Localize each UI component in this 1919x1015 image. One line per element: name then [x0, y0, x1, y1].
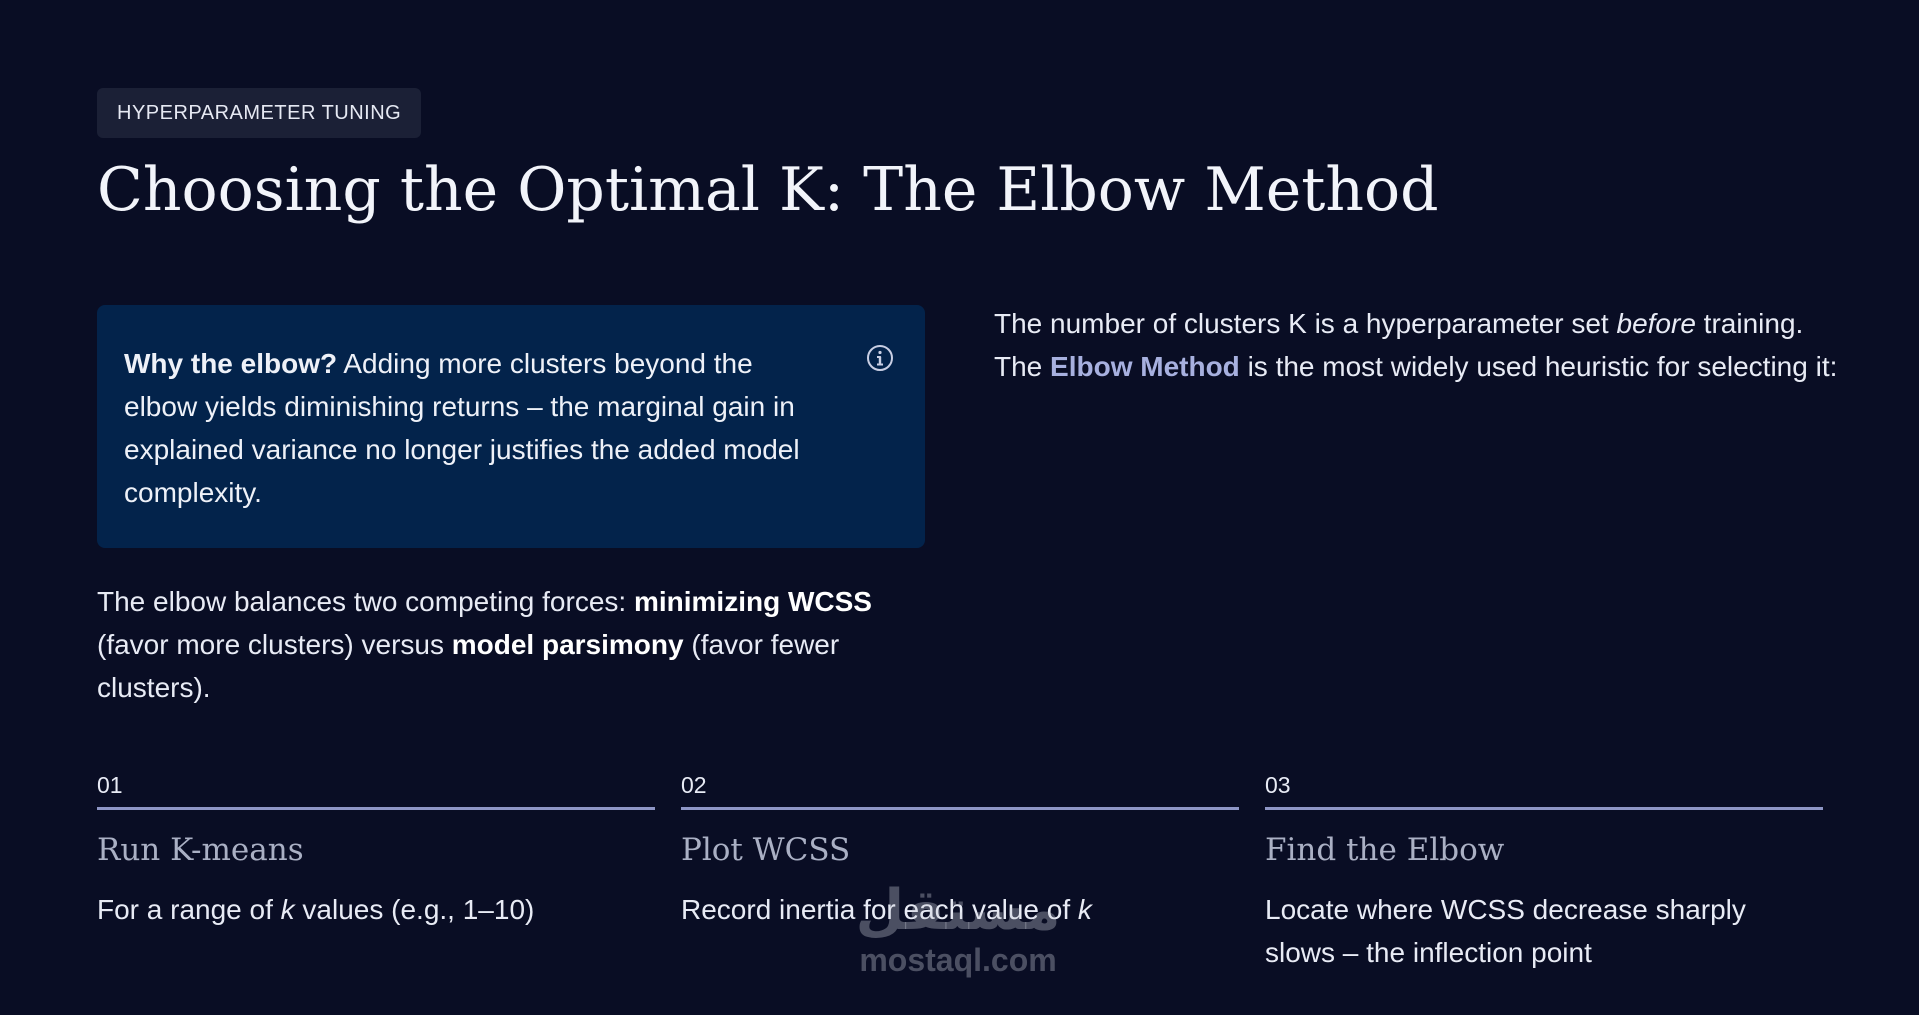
step-3: 03 Find the Elbow Locate where WCSS decr… — [1265, 770, 1823, 974]
step-desc-italic: k — [280, 894, 295, 925]
step-title: Run K-means — [97, 832, 304, 868]
balance-text-1: The elbow balances two competing forces: — [97, 586, 634, 617]
step-description: Locate where WCSS decrease sharply slows… — [1265, 888, 1823, 974]
watermark-site: mostaql.com — [859, 942, 1057, 978]
page-title: Choosing the Optimal K: The Elbow Method — [97, 155, 1439, 225]
callout-lead: Why the elbow? — [124, 348, 338, 379]
info-icon[interactable] — [865, 343, 895, 373]
elbow-method-highlight: Elbow Method — [1050, 351, 1240, 382]
step-title: Find the Elbow — [1265, 832, 1505, 868]
callout-text: Why the elbow? Adding more clusters beyo… — [124, 342, 825, 514]
step-description: For a range of k values (e.g., 1–10) — [97, 888, 655, 931]
step-desc-text: Locate where WCSS decrease sharply slows… — [1265, 894, 1746, 968]
balance-bold-parsimony: model parsimony — [451, 629, 684, 660]
step-desc-text: Record inertia for each value of — [681, 894, 1078, 925]
intro-text-2: training. The — [994, 308, 1804, 382]
intro-italic-before: before — [1616, 308, 1696, 339]
step-number: 03 — [1265, 770, 1823, 810]
intro-text-3: is the most widely used heuristic for se… — [1239, 351, 1838, 382]
step-description: Record inertia for each value of k — [681, 888, 1239, 931]
step-number: 02 — [681, 770, 1239, 810]
balance-bold-wcss: minimizing WCSS — [633, 586, 872, 617]
step-desc-text-end: values (e.g., 1–10) — [294, 894, 535, 925]
balance-text-3: (favor fewer clusters). — [97, 629, 840, 703]
section-tag: HYPERPARAMETER TUNING — [97, 88, 422, 138]
step-title: Plot WCSS — [681, 832, 851, 868]
step-number: 01 — [97, 770, 655, 810]
callout-body: Adding more clusters beyond the elbow yi… — [124, 348, 800, 508]
step-desc-italic: k — [1077, 894, 1092, 925]
step-desc-text: For a range of — [97, 894, 281, 925]
balance-text-2: (favor more clusters) versus — [97, 629, 452, 660]
balance-paragraph: The elbow balances two competing forces:… — [97, 580, 937, 709]
why-elbow-callout: Why the elbow? Adding more clusters beyo… — [97, 305, 925, 548]
intro-paragraph: The number of clusters K is a hyperparam… — [994, 302, 1854, 388]
step-1: 01 Run K-means For a range of k values (… — [97, 770, 655, 931]
step-2: 02 Plot WCSS Record inertia for each val… — [681, 770, 1239, 931]
intro-text-1: The number of clusters K is a hyperparam… — [994, 308, 1617, 339]
